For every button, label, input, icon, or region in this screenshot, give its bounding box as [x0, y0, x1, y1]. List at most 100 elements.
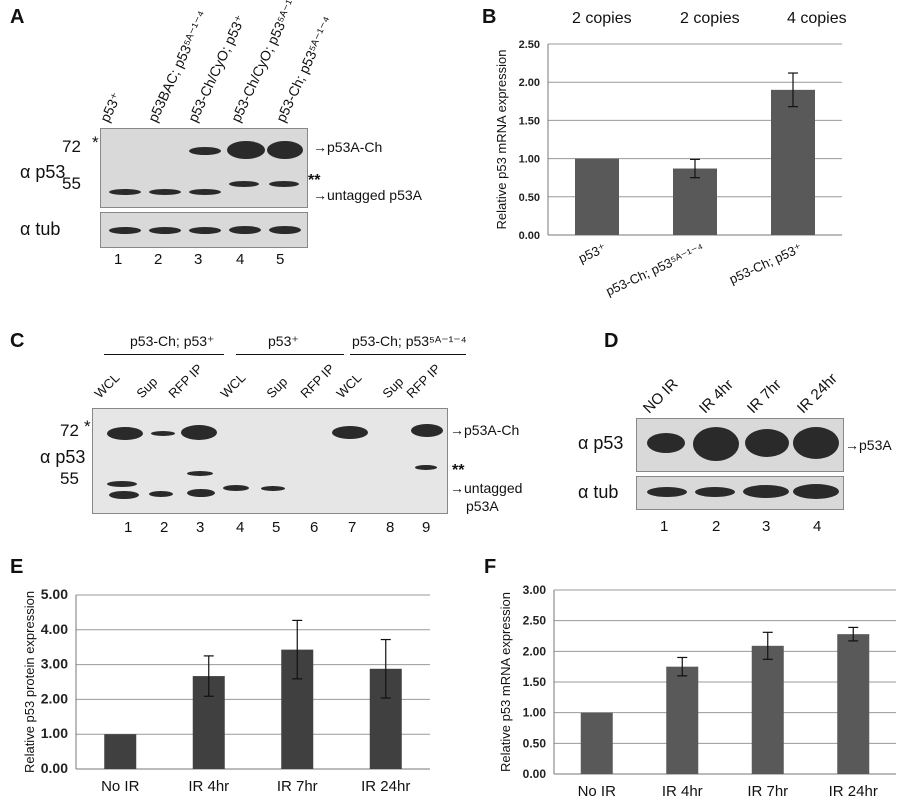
- y-axis-label: Relative p53 mRNA expression: [494, 50, 509, 230]
- x-tick-label: IR 4hr: [188, 778, 229, 795]
- panel-d-lane-number-2: 2: [712, 518, 721, 535]
- blot-band: [269, 181, 299, 187]
- panel-c-lane-number-4: 4: [236, 519, 245, 536]
- blot-band: [693, 427, 739, 461]
- panel-d-row-p53: α p53: [578, 433, 624, 453]
- panel-d-lane-label-3: IR 7hr: [743, 376, 785, 417]
- blot-band: [745, 429, 789, 457]
- panel-c-arrow-untagged: →untagged: [450, 480, 523, 496]
- bar: [575, 158, 619, 235]
- blot-band: [149, 189, 181, 195]
- y-tick-label: 2.00: [41, 690, 68, 706]
- panel-a-double-star: **: [308, 172, 321, 189]
- panel-a-lane-number-4: 4: [236, 251, 245, 268]
- y-tick-label: 3.00: [41, 656, 68, 672]
- y-tick-label: 0.00: [41, 760, 68, 776]
- blot-band: [187, 471, 213, 476]
- panel-a-arrow-p53ach-label: p53A-Ch: [327, 139, 383, 155]
- panel-c-lane-number-8: 8: [386, 519, 395, 536]
- panel-c-lane-number-2: 2: [160, 519, 169, 536]
- panel-c-lane-label-2: Sup: [133, 374, 161, 401]
- blot-band: [181, 425, 217, 440]
- panel-d-arrow-p53a: →p53A: [845, 437, 892, 453]
- bar: [673, 168, 717, 235]
- y-tick-label: 0.00: [523, 767, 547, 781]
- y-tick-label: 0.50: [519, 192, 540, 204]
- panel-c-lane-label-8: Sup: [379, 374, 407, 401]
- panel-a-arrow-untagged: →untagged p53A: [313, 187, 422, 203]
- x-tick-label: p53-Ch; p53⁺: [727, 240, 804, 287]
- panel-e-chart: 0.00 1.00 2.00 3.00 4.00 5.00 Relative p53 pro…: [22, 586, 430, 795]
- panel-a-tub-blot: [100, 212, 308, 248]
- blot-band: [743, 485, 789, 498]
- blot-band: [411, 424, 443, 437]
- y-tick-label: 1.00: [519, 154, 540, 166]
- panel-c-blot: [92, 408, 448, 514]
- y-tick-label: 4.00: [41, 621, 68, 637]
- panel-d-lane-label-2: IR 4hr: [695, 376, 737, 417]
- panel-b-copies-1: 2 copies: [572, 10, 632, 27]
- bar: [666, 666, 699, 774]
- panel-c-lane-number-7: 7: [348, 519, 357, 536]
- y-tick-label: 2.50: [519, 39, 540, 51]
- blot-band: [695, 487, 735, 497]
- panel-a-lane-number-1: 1: [114, 251, 123, 268]
- panel-c-double-star: **: [452, 462, 465, 479]
- blot-band: [109, 227, 141, 234]
- panel-d-lane-number-4: 4: [813, 518, 822, 535]
- bar: [771, 89, 815, 235]
- x-tick-label: No IR: [578, 783, 617, 798]
- blot-band: [189, 189, 221, 195]
- y-tick-label: 1.50: [523, 675, 547, 689]
- panel-c-arrow-untagged-label: untagged: [464, 480, 523, 496]
- blot-band: [415, 465, 437, 470]
- panel-c-lane-number-9: 9: [422, 519, 431, 536]
- bar: [837, 634, 870, 774]
- panel-c-lane-label-3: RFP IP: [165, 360, 206, 401]
- panel-b-copies-3: 4 copies: [787, 10, 847, 27]
- bar: [751, 645, 784, 774]
- panel-c-group-2: p53⁺: [268, 333, 299, 349]
- blot-band: [229, 226, 261, 234]
- panel-c-letter: C: [10, 330, 25, 352]
- panel-c-group-3-line: [350, 354, 466, 355]
- panel-a-row-tub: α tub: [20, 219, 61, 239]
- panel-a-lane-number-2: 2: [154, 251, 163, 268]
- blot-band: [269, 226, 301, 234]
- panel-a-arrow-p53ach: →p53A-Ch: [313, 139, 383, 155]
- y-tick-label: 1.50: [519, 115, 540, 127]
- panel-c-lane-label-4: WCL: [217, 369, 249, 401]
- panel-b-chart: 0.00 0.50 1.00 1.50 2.00 2.50 Relative p53 mRN…: [494, 39, 842, 299]
- bar: [580, 712, 613, 774]
- panel-c-lane-number-1: 1: [124, 519, 133, 536]
- x-tick-label: IR 24hr: [829, 783, 878, 798]
- y-axis-label: Relative p53 protein expression: [22, 591, 37, 773]
- blot-band: [189, 227, 221, 234]
- panel-c-group-2-line: [236, 354, 344, 355]
- blot-band: [109, 189, 141, 195]
- panel-d-lane-number-3: 3: [762, 518, 771, 535]
- blot-band: [223, 485, 249, 491]
- panel-c-lane-label-1: WCL: [91, 369, 123, 401]
- panel-a-row-p53: α p53: [20, 162, 66, 182]
- panel-c-lane-number-6: 6: [310, 519, 319, 536]
- blot-band: [149, 227, 181, 234]
- y-tick-label: 2.50: [523, 614, 547, 628]
- y-tick-label: 5.00: [41, 586, 68, 602]
- blot-band: [227, 141, 265, 159]
- x-tick-label: p53⁺: [576, 240, 608, 266]
- bar: [104, 734, 137, 769]
- panel-c-arrow-p53ach-label: p53A-Ch: [464, 422, 520, 438]
- y-tick-label: 0.00: [519, 230, 540, 242]
- panel-f-letter: F: [484, 556, 497, 578]
- panel-c-marker-72: 72: [60, 421, 79, 440]
- blot-band: [267, 141, 303, 159]
- blot-band: [647, 433, 685, 453]
- blot-band: [107, 481, 137, 487]
- panel-d-lane-label-4: IR 24hr: [793, 370, 841, 417]
- panel-d-tub-blot: [636, 476, 844, 510]
- panel-c-arrow-p53ach: →p53A-Ch: [450, 422, 520, 438]
- x-tick-label: IR 24hr: [361, 778, 410, 795]
- blot-band: [189, 147, 221, 155]
- blot-band: [793, 427, 839, 459]
